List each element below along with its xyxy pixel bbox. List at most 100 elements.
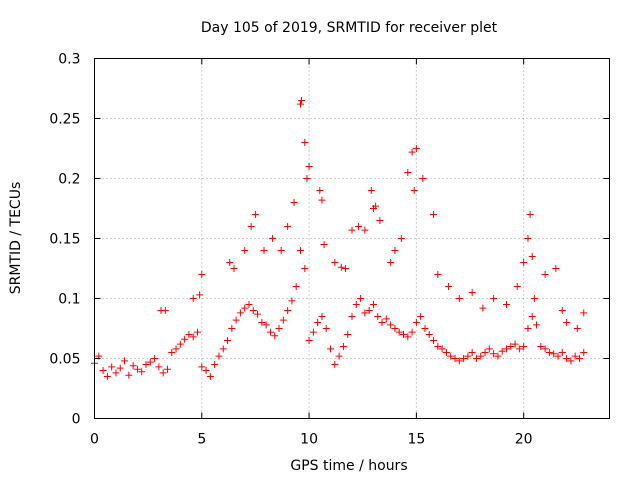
data-point [189, 295, 197, 302]
data-point [151, 355, 159, 362]
data-point [249, 307, 257, 314]
data-point [479, 304, 487, 312]
y-tick-label: 0.05 [49, 352, 80, 368]
data-point [163, 365, 171, 373]
data-point [387, 321, 395, 329]
data-point [181, 335, 189, 343]
data-point [198, 363, 206, 371]
data-point [322, 325, 330, 332]
data-point [503, 301, 510, 308]
y-tick-label: 0.2 [58, 172, 80, 188]
data-point [533, 321, 541, 329]
data-point [558, 349, 566, 356]
data-point [430, 211, 438, 218]
data-point [337, 263, 345, 271]
data-point [342, 265, 350, 272]
data-point [468, 349, 476, 356]
data-point [230, 265, 238, 272]
data-point [314, 319, 322, 326]
y-tick-label: 0 [72, 412, 81, 428]
data-point [361, 226, 369, 234]
data-point [526, 211, 534, 218]
data-point [271, 332, 279, 340]
data-point [524, 325, 532, 332]
data-point [563, 355, 571, 362]
data-point [558, 307, 566, 314]
data-point [530, 295, 538, 302]
data-point [155, 363, 163, 371]
data-point [254, 310, 262, 318]
data-point [494, 352, 502, 360]
data-point [301, 139, 309, 146]
data-point [331, 361, 339, 368]
data-point [563, 319, 571, 326]
data-point [316, 187, 324, 194]
data-point [185, 331, 193, 338]
data-point [451, 355, 459, 362]
data-point [138, 368, 146, 376]
data-point [297, 247, 304, 254]
data-point [528, 313, 536, 320]
y-axis-label: SRMTID / TECUs [8, 182, 24, 295]
y-tick-label: 0.3 [58, 52, 80, 68]
data-point [369, 301, 377, 308]
data-point [417, 313, 425, 320]
data-point [335, 352, 343, 360]
data-point [520, 343, 528, 350]
data-point [320, 241, 328, 248]
x-tick-label: 0 [90, 432, 99, 448]
data-point [434, 271, 442, 278]
x-tick-label: 10 [300, 432, 318, 448]
data-point [372, 202, 380, 210]
data-point [468, 289, 476, 296]
data-point [133, 365, 141, 373]
data-point [503, 345, 510, 353]
data-point [292, 283, 300, 290]
data-point [395, 328, 403, 336]
data-point [318, 196, 326, 204]
y-tick-label: 0.15 [49, 232, 80, 248]
data-point [219, 345, 227, 353]
data-point [515, 345, 523, 353]
data-point [520, 259, 528, 266]
data-point [277, 247, 285, 254]
data-point [348, 226, 356, 234]
data-point [297, 100, 304, 108]
data-point [327, 345, 335, 353]
data-point [236, 309, 244, 317]
data-point [567, 357, 575, 365]
data-point [498, 347, 506, 355]
data-point [575, 355, 583, 362]
data-point [419, 175, 427, 182]
data-point [194, 328, 201, 336]
data-point [400, 331, 407, 338]
data-point [387, 259, 395, 266]
data-point [168, 349, 176, 356]
plot-frame [94, 58, 610, 419]
x-tick-labels: 0 5 10 15 20 [90, 432, 533, 448]
data-point [241, 247, 249, 254]
data-point [269, 235, 277, 242]
data-point [541, 271, 549, 278]
data-point [288, 297, 296, 305]
data-point [159, 369, 167, 377]
data-point [198, 271, 206, 278]
data-point [408, 148, 416, 156]
data-point [513, 283, 521, 290]
y-tick-label: 0.25 [49, 112, 80, 128]
data-point [176, 340, 184, 348]
data-point [301, 265, 309, 272]
data-point [279, 316, 287, 324]
data-point [99, 367, 107, 374]
data-point [460, 355, 468, 362]
data-point [580, 349, 588, 356]
data-point [541, 345, 549, 353]
data-point [260, 247, 268, 254]
data-point [571, 352, 579, 360]
data-point [354, 223, 362, 230]
data-point [251, 211, 259, 218]
data-point [108, 363, 116, 371]
data-point [378, 319, 386, 326]
y-tick-labels: 0 0.05 0.1 0.15 0.2 0.25 0.3 [49, 52, 80, 428]
data-point [545, 349, 553, 356]
